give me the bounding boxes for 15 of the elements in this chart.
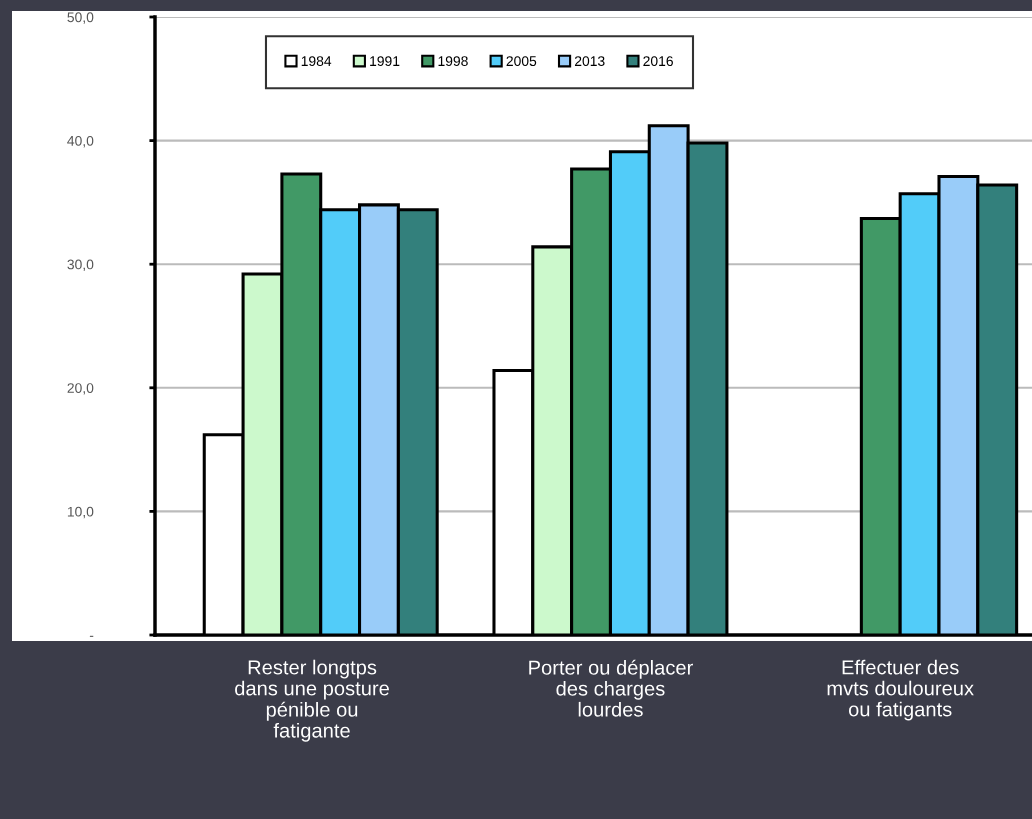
legend-label: 1998 — [438, 56, 468, 67]
y-tick-label: 40,0 — [67, 135, 94, 148]
x-tick-label: Rester longtps dans une posture pénible ou fatigante — [235, 659, 389, 742]
y-tick-label: 50,0 — [67, 12, 94, 24]
y-tick-label: 30,0 — [67, 259, 94, 272]
legend-label: 2005 — [506, 56, 537, 67]
x-tick-label: Effectuer des mvts douloureux ou fatigants — [827, 659, 974, 721]
y-tick-label: - — [89, 635, 94, 637]
x-tick-label: Porter ou déplacer des charges lourdes — [529, 659, 693, 717]
legend-label: 2016 — [643, 56, 673, 67]
y-tick-label: 20,0 — [67, 383, 94, 395]
legend-label: 1991 — [370, 56, 400, 67]
legend-label: 2013 — [574, 56, 605, 67]
legend-label: 1984 — [301, 56, 332, 67]
y-tick-label: 10,0 — [67, 506, 94, 519]
